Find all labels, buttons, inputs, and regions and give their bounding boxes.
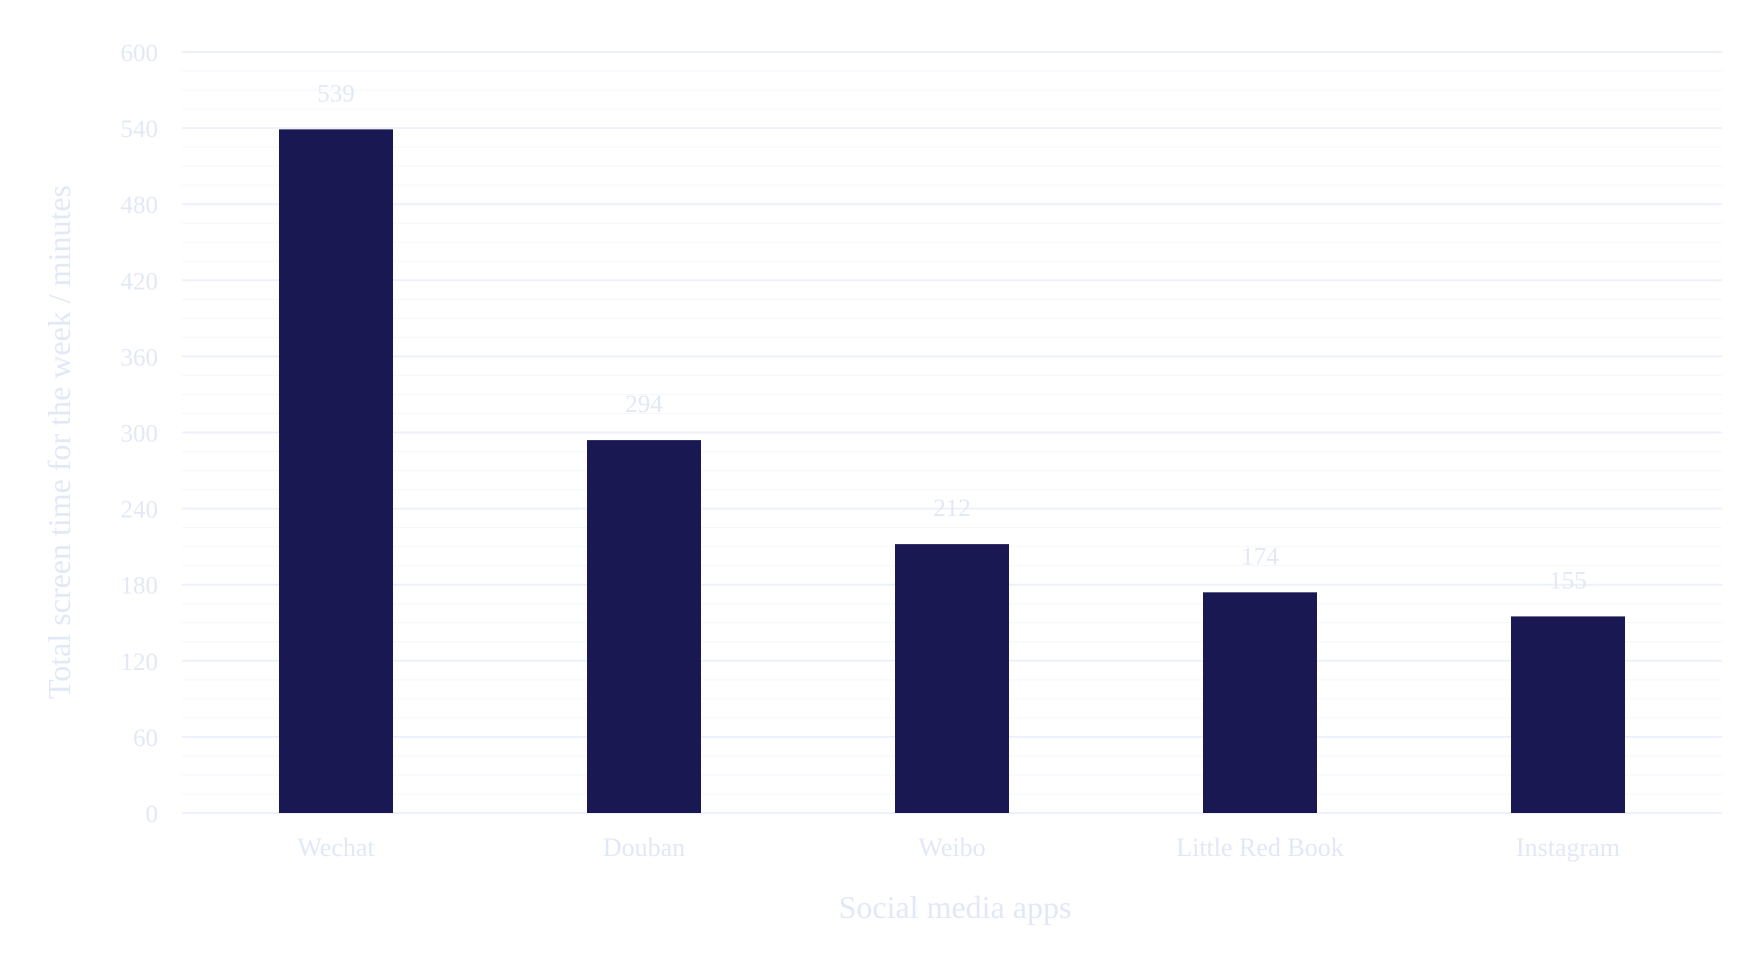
bar-instagram [1511,616,1625,813]
bar-weibo [895,544,1009,813]
y-tick-label: 600 [121,40,159,67]
x-axis-title: Social media apps [839,889,1072,925]
x-tick-label: Douban [603,833,685,862]
y-tick-label: 240 [121,497,159,524]
y-tick-label: 420 [121,268,159,295]
x-tick-label: Wechat [297,833,375,862]
x-tick-label: Little Red Book [1176,833,1344,862]
y-tick-label: 480 [121,192,159,219]
y-tick-label: 120 [121,649,159,676]
data-label: 155 [1549,567,1587,594]
data-labels: 539 294 212 174 155 [317,80,1587,594]
y-axis-ticks: 0 60 120 180 240 300 360 420 480 540 600 [121,40,159,828]
bar-wechat [279,129,393,813]
data-label: 212 [933,495,971,522]
data-label: 174 [1241,543,1279,570]
data-label: 294 [625,391,663,418]
y-tick-label: 60 [133,725,158,752]
bars [279,129,1625,813]
y-tick-label: 0 [146,801,159,828]
x-tick-label: Weibo [918,833,985,862]
bar-douban [587,440,701,813]
x-tick-label: Instagram [1516,833,1620,862]
x-axis-ticks: Wechat Douban Weibo Little Red Book Instagra… [297,833,1620,862]
y-axis-title: Total screen time for the week / minutes [41,185,77,699]
y-tick-label: 360 [121,344,159,371]
y-tick-label: 180 [121,573,159,600]
bar-little-red-book [1203,592,1317,813]
y-tick-label: 540 [121,116,159,143]
y-tick-label: 300 [121,421,159,448]
data-label: 539 [317,80,355,107]
